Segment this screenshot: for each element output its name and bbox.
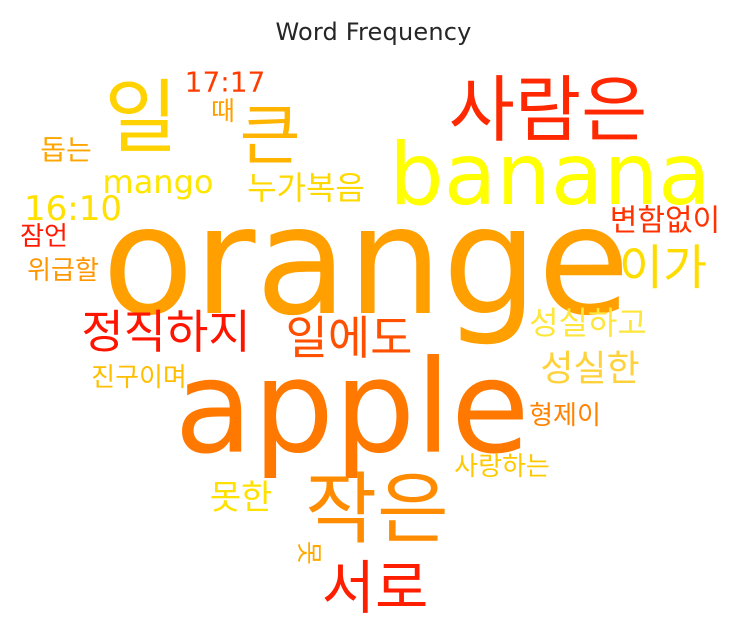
word-2: apple: [174, 334, 529, 483]
word-3: banana: [389, 125, 711, 225]
word-7: 작은: [305, 465, 449, 555]
word-23: 진구이며: [91, 363, 187, 393]
word-1: orange: [102, 175, 630, 349]
chart-title: Word Frequency: [275, 18, 472, 46]
word-5: 일: [104, 72, 178, 165]
word-15: 누가복음: [247, 169, 365, 207]
word-19: 때: [211, 97, 235, 127]
word-4: 사람은: [449, 68, 648, 152]
word-21: 잠언: [20, 222, 68, 252]
word-10: 일에도: [286, 311, 413, 365]
word-6: 큰: [240, 98, 301, 175]
word-12: 성실하고: [529, 304, 647, 342]
word-14: mango: [103, 163, 214, 201]
word-9: 정직하지: [81, 305, 250, 359]
word-13: 성실한: [540, 349, 639, 390]
word-18: 17:17: [185, 66, 266, 99]
word-24: 형제이: [529, 401, 601, 431]
word-26: 못한: [210, 478, 273, 518]
word-27: 못: [293, 541, 323, 565]
word-8: 서로: [322, 554, 429, 622]
word-16: 16:10: [24, 189, 122, 229]
word-25: 사랑하는: [454, 452, 550, 482]
word-20: 돕는: [40, 134, 92, 167]
word-11: 이가: [619, 240, 707, 296]
word-17: 변함없이: [610, 204, 720, 239]
word-22: 위급할: [27, 256, 99, 286]
